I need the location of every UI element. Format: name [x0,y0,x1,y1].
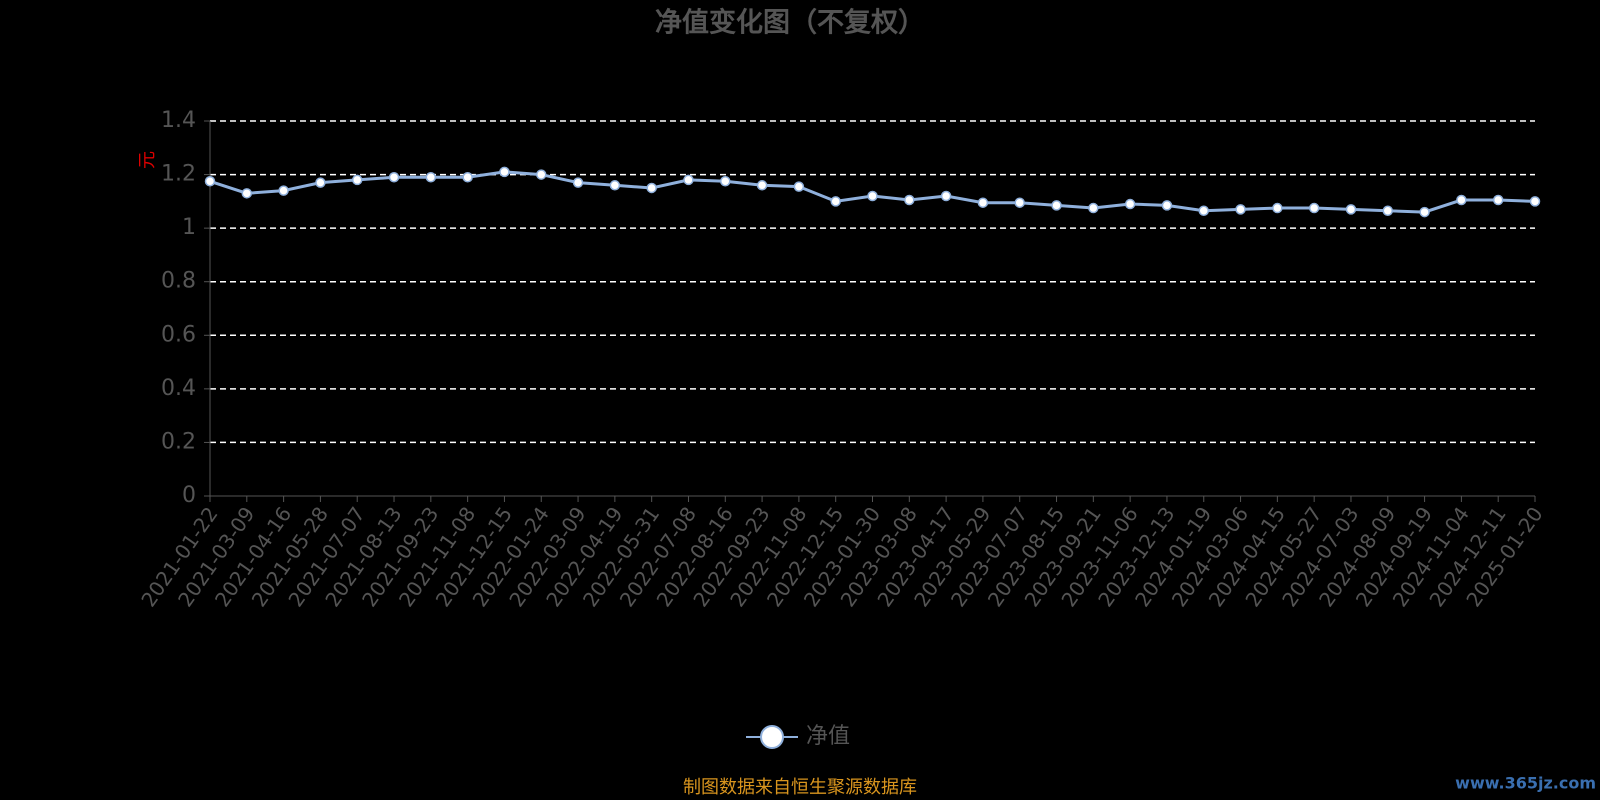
data-point [867,190,878,202]
data-point [1235,204,1246,215]
data-point [425,172,437,183]
legend-marker [760,725,784,749]
data-point [1345,204,1357,215]
data-point [315,177,326,188]
data-point [1492,194,1504,206]
data-point [756,180,768,191]
data-point [830,196,841,207]
data-point [904,194,915,206]
data-point [351,174,363,186]
y-tick-label: 0.6 [161,322,196,347]
legend-label: 净值 [806,724,850,749]
data-point [204,176,216,187]
data-point [499,166,510,178]
data-point [462,172,473,183]
data-point [388,172,400,183]
data-point [1161,200,1173,211]
data-point [1456,194,1467,206]
y-tick-label: 0.2 [161,429,196,454]
data-point [720,176,731,187]
y-tick-label: 1.2 [161,162,196,187]
data-point [572,177,584,188]
data-point [536,169,547,180]
y-axis-label: 元 [137,151,158,169]
y-tick-label: 0 [182,483,196,508]
y-tick-label: 1 [182,215,196,240]
data-point [1419,206,1430,218]
data-point [977,197,989,208]
y-tick-label: 0.4 [161,376,196,401]
data-point [683,174,694,186]
data-point [793,181,805,192]
data-point [1272,202,1283,214]
data-point [609,180,621,191]
data-point [1308,202,1320,214]
chart-title: 净值变化图（不复权） [655,7,925,39]
footer: 制图数据来自恒生聚源数据库 [683,777,917,798]
data-point [1382,205,1394,216]
data-point [1014,197,1025,208]
data-point [1529,196,1541,207]
data-point [241,188,253,199]
data-point [1124,198,1136,210]
data-point [1051,200,1062,211]
data-point [940,190,952,202]
data-point [1198,205,1209,216]
data-point [646,182,657,194]
y-tick-label: 0.8 [161,269,196,294]
y-tick-label: 1.4 [161,108,196,133]
data-point [1088,202,1099,214]
watermark: www.365jz.com [1455,774,1596,793]
data-point [278,185,289,196]
